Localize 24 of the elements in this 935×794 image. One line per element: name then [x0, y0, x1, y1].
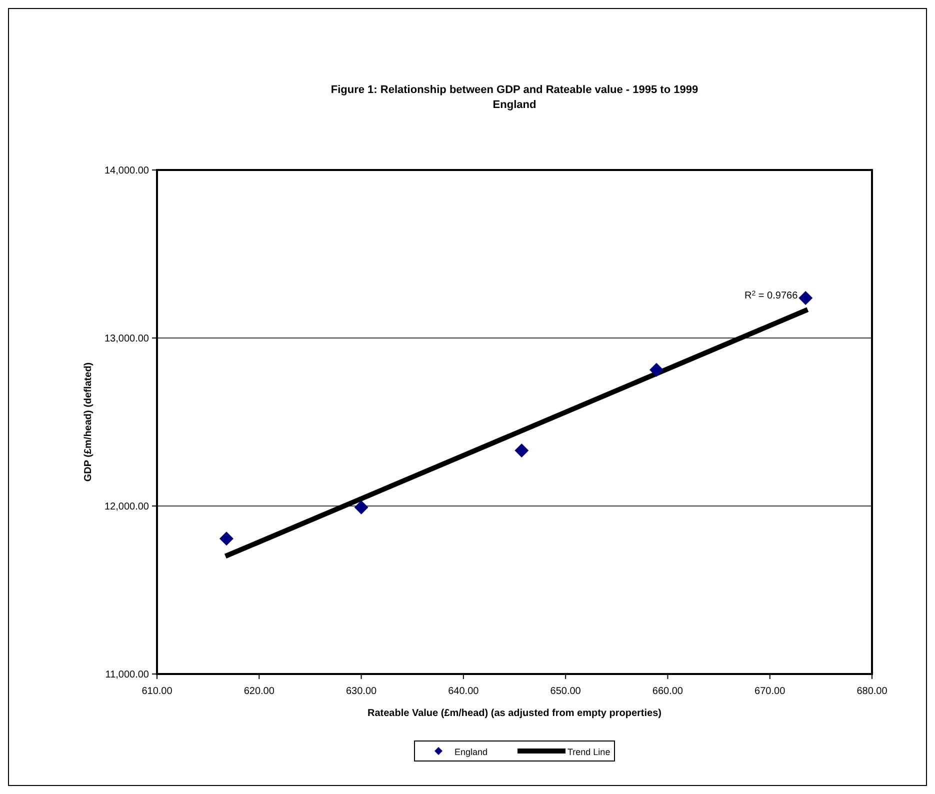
y-axis-title: GDP (£m/head) (deflated) [83, 362, 94, 482]
point [354, 500, 368, 514]
x-tick-label: 650.00 [550, 686, 582, 697]
x-tick-label: 680.00 [856, 686, 888, 697]
x-tick-label: 670.00 [754, 686, 786, 697]
point [514, 444, 529, 458]
chart-subtitle: England [492, 99, 536, 111]
text: Trend Line [568, 747, 610, 757]
legend-label: England [454, 747, 488, 757]
x-tick-label: 610.00 [142, 686, 173, 697]
point [219, 532, 234, 546]
x-axis-title: Rateable Value (£m/head) (as adjusted from empty properties) [368, 708, 662, 719]
x-tick-label: 630.00 [346, 686, 378, 697]
x-tick-label: 640.00 [448, 686, 480, 697]
point [649, 362, 664, 377]
y-tick-label: 14,000.00 [104, 166, 150, 176]
chart-title: Figure 1: Relationship between GDP and Rateable value - 1995 to 1999 [330, 84, 698, 96]
y-tick-label: 13,000.00 [104, 334, 150, 344]
y-tick-label: 11,000.00 [105, 670, 150, 680]
x-tick-label: 660.00 [652, 686, 684, 697]
point [798, 291, 813, 306]
annotation: R$^{2}$ = 0.9766 [744, 290, 798, 302]
y-tick-label: 12,000.00 [104, 502, 150, 512]
x-tick-label: 620.00 [244, 686, 275, 697]
